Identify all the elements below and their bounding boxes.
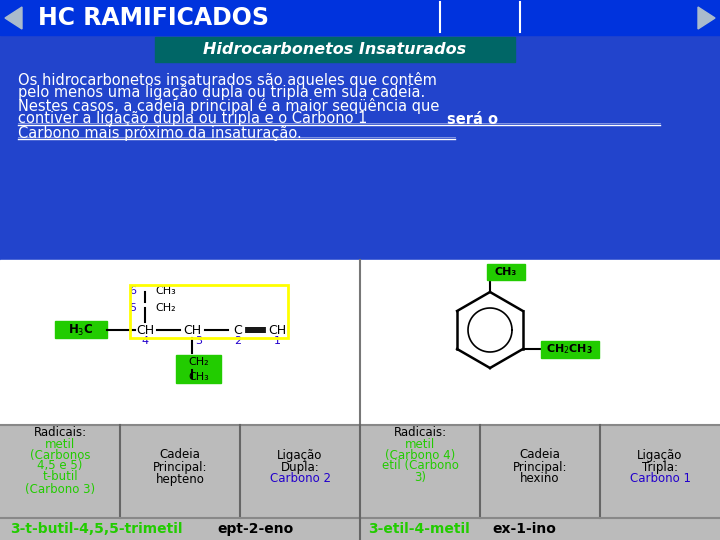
- Text: pelo menos uma ligação dupla ou tripla em sua cadeia.: pelo menos uma ligação dupla ou tripla e…: [18, 85, 426, 100]
- Text: 5: 5: [130, 303, 137, 313]
- Text: etil (Carbono: etil (Carbono: [382, 460, 459, 472]
- Text: CH: CH: [183, 323, 201, 336]
- Bar: [0, 260, 720, 425]
- Text: Radicais:: Radicais:: [393, 427, 446, 440]
- Polygon shape: [5, 7, 22, 29]
- Text: CH$_2$C$\mathregular{H_3}$: CH$_2$C$\mathregular{H_3}$: [546, 342, 593, 356]
- Text: 2: 2: [235, 336, 242, 346]
- Text: Carbono 2: Carbono 2: [269, 472, 330, 485]
- Text: Principal:: Principal:: [513, 461, 567, 474]
- Text: CH₃: CH₃: [155, 286, 176, 296]
- Text: 4,5 e 5): 4,5 e 5): [37, 460, 83, 472]
- Text: (Carbonos: (Carbonos: [30, 449, 90, 462]
- Text: Tripla:: Tripla:: [642, 461, 678, 474]
- Bar: [176, 355, 221, 383]
- Text: 6: 6: [130, 286, 137, 296]
- Polygon shape: [698, 7, 715, 29]
- Text: 3: 3: [195, 336, 202, 346]
- Text: hepteno: hepteno: [156, 472, 204, 485]
- Bar: [487, 264, 525, 280]
- Text: Nestes casos, a cadeia principal é a maior seqüência que: Nestes casos, a cadeia principal é a mai…: [18, 98, 439, 114]
- Bar: [0, 425, 720, 518]
- Text: 3): 3): [414, 470, 426, 483]
- Text: C: C: [233, 323, 243, 336]
- Text: H$_3$C: H$_3$C: [68, 322, 94, 338]
- Text: Dupla:: Dupla:: [281, 461, 320, 474]
- Text: ept-2-eno: ept-2-eno: [217, 522, 293, 536]
- Text: CH: CH: [268, 323, 286, 336]
- Text: Ligação: Ligação: [277, 449, 323, 462]
- Text: CH: CH: [136, 323, 154, 336]
- Text: Radicais:: Radicais:: [33, 427, 86, 440]
- Bar: [0, 518, 720, 540]
- Text: hexino: hexino: [521, 472, 559, 485]
- Text: Os hidrocarbonetos insaturados são aqueles que contêm: Os hidrocarbonetos insaturados são aquel…: [18, 72, 437, 88]
- Text: CH₃: CH₃: [189, 372, 210, 382]
- Text: ex-1-ino: ex-1-ino: [492, 522, 556, 536]
- Text: Carbono mais próximo da insaturação.: Carbono mais próximo da insaturação.: [18, 125, 302, 141]
- Text: Hidrocarbonetos Insaturados: Hidrocarbonetos Insaturados: [204, 43, 467, 57]
- Text: 1: 1: [274, 336, 281, 346]
- Text: (Carbono 4): (Carbono 4): [385, 449, 455, 462]
- Bar: [155, 37, 515, 62]
- Text: 4: 4: [141, 336, 148, 346]
- Text: 3-t-butil-4,5,5-trimetil: 3-t-butil-4,5,5-trimetil: [10, 522, 182, 536]
- Bar: [541, 341, 599, 358]
- Bar: [0, 0, 720, 35]
- Text: Cadeia: Cadeia: [160, 449, 200, 462]
- Bar: [0, 35, 720, 260]
- Text: (Carbono 3): (Carbono 3): [25, 483, 95, 496]
- Text: 3-etil-4-metil: 3-etil-4-metil: [368, 522, 469, 536]
- Text: Principal:: Principal:: [153, 461, 207, 474]
- Text: CH₂: CH₂: [189, 357, 210, 367]
- Text: CH₂: CH₂: [155, 303, 176, 313]
- Text: metil: metil: [45, 437, 75, 450]
- Text: HC RAMIFICADOS: HC RAMIFICADOS: [38, 6, 269, 30]
- Text: t-butil: t-butil: [42, 470, 78, 483]
- Text: contiver a ligação dupla ou tripla e o Carbono 1: contiver a ligação dupla ou tripla e o C…: [18, 111, 372, 126]
- Text: Ligação: Ligação: [637, 449, 683, 462]
- Text: será o: será o: [447, 111, 498, 126]
- Text: CH₃: CH₃: [495, 267, 517, 277]
- Text: Carbono 1: Carbono 1: [629, 472, 690, 485]
- Text: metil: metil: [405, 437, 435, 450]
- Bar: [55, 321, 107, 338]
- Text: Cadeia: Cadeia: [520, 449, 560, 462]
